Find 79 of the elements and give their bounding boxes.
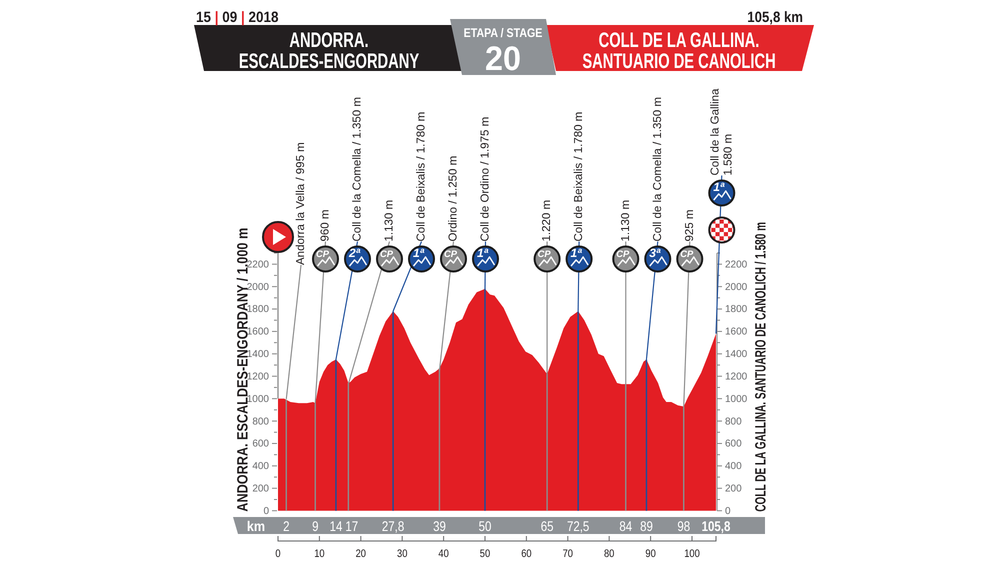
annotation: CP [444, 249, 458, 259]
x2-tick-label: 98 [677, 518, 690, 534]
annotation: Coll de la Comella / 1.350 m [652, 97, 664, 242]
y2-tick-label: 0 [725, 506, 731, 517]
y2-tick-label: 600 [725, 438, 742, 450]
annotation: CP [680, 249, 694, 259]
annotation: 1ª [713, 180, 725, 194]
x2-tick-label: 14 [330, 518, 342, 534]
x2-axis-title: km [246, 518, 266, 534]
annotation: Coll de la Gallina 1.580 m [709, 88, 734, 176]
y-tick-label: 2200 [246, 259, 270, 270]
x-tick-label: 50 [480, 548, 490, 560]
x2-tick-label: 105,8 [702, 518, 730, 534]
y-tick-label: 1400 [246, 349, 270, 360]
chart-subtitle: 15 | 09 | 2018 [196, 9, 279, 26]
annotation: Andorra la Vella / 995 m [295, 142, 307, 265]
y2-tick-label: 1800 [725, 304, 748, 316]
x-tick-label: 20 [356, 548, 366, 560]
x2-tick-label: 89 [640, 518, 653, 534]
annotation: 1ª [476, 246, 489, 260]
annotation: Coll de Ordino / 1.975 m [480, 116, 492, 242]
annotation: Coll de la Comella / 1.350 m [352, 97, 364, 242]
y-tick-label: 600 [252, 438, 270, 450]
text: 105,8 km [747, 8, 803, 26]
annotation: 960 m [320, 210, 332, 242]
text: COLL DE LA GALLINA. SANTUARIO DE CANOLICH [582, 28, 776, 73]
x2-tick-label: 17 [345, 518, 358, 534]
x-tick-label: 0 [275, 548, 281, 560]
y2-tick-label: 1400 [725, 349, 748, 360]
x-tick-label: 10 [314, 548, 325, 560]
y2-tick-label: 2200 [725, 259, 748, 270]
x-tick-label: 30 [397, 548, 408, 560]
x2-tick-label: 72,5 [566, 518, 590, 534]
y-tick-label: 2000 [246, 282, 270, 293]
chart-title: ETAPA / STAGE 20 [464, 26, 543, 78]
text: ANDORRA. ESCALDES-ENGORDANY [238, 28, 420, 73]
x2-tick-label: 50 [478, 518, 492, 534]
annotation: Coll de Beixalis / 1.780 m [573, 112, 586, 242]
annotation: 1.130 m [384, 200, 396, 242]
annotation: 925 m [684, 210, 696, 242]
x-tick-label: 90 [645, 548, 656, 560]
x2-tick-label: 9 [312, 518, 318, 534]
x2-tick-label: 27,8 [382, 518, 404, 534]
annotation: Ordino / 1.250 m [448, 156, 460, 242]
annotation: 1.220 m [541, 200, 554, 242]
y2-tick-label: 400 [725, 461, 742, 472]
annotation: CP [538, 249, 552, 259]
y-tick-label: 0 [263, 506, 270, 517]
annotation: 3ª [649, 246, 661, 260]
y-tick-label: 1000 [246, 394, 270, 405]
x-tick-label: 70 [562, 548, 574, 560]
x2-tick-label: 39 [433, 518, 446, 534]
y2-tick-label: 800 [725, 416, 742, 428]
y-tick-label: 400 [252, 461, 270, 472]
y2-tick-label: 1200 [725, 371, 748, 382]
y2-tick-label: 2000 [725, 282, 748, 293]
annotation: CP [616, 249, 630, 259]
y-tick-label: 800 [252, 416, 270, 428]
x2-tick-label: 65 [540, 518, 554, 534]
annotation: CP [380, 249, 394, 259]
y2-axis-title: COLL DE LA GALLINA. SANTUARIO DE CANOLICH / 1.580 m [751, 222, 769, 512]
y2-tick-label: 200 [725, 483, 742, 494]
x-tick-label: 40 [438, 548, 450, 560]
y2-tick-label: 1000 [725, 394, 748, 405]
annotation: 1ª [412, 246, 425, 260]
x2-tick-label: 84 [619, 518, 632, 534]
annotation: 1ª [570, 246, 582, 260]
x2-tick-label: 2 [283, 518, 290, 534]
annotation: Coll de Beixalis / 1.780 m [416, 112, 428, 242]
y-tick-label: 1200 [246, 371, 270, 382]
x-tick-label: 60 [521, 548, 532, 560]
y-tick-label: 200 [252, 483, 270, 494]
x-tick-label: 100 [684, 548, 700, 560]
y-tick-label: 1600 [246, 326, 270, 338]
annotation: 2ª [348, 246, 361, 260]
y2-tick-label: 1600 [725, 326, 748, 338]
x-tick-label: 80 [604, 548, 615, 560]
y-tick-label: 1800 [246, 304, 270, 316]
annotation: 1.130 m [620, 200, 632, 242]
